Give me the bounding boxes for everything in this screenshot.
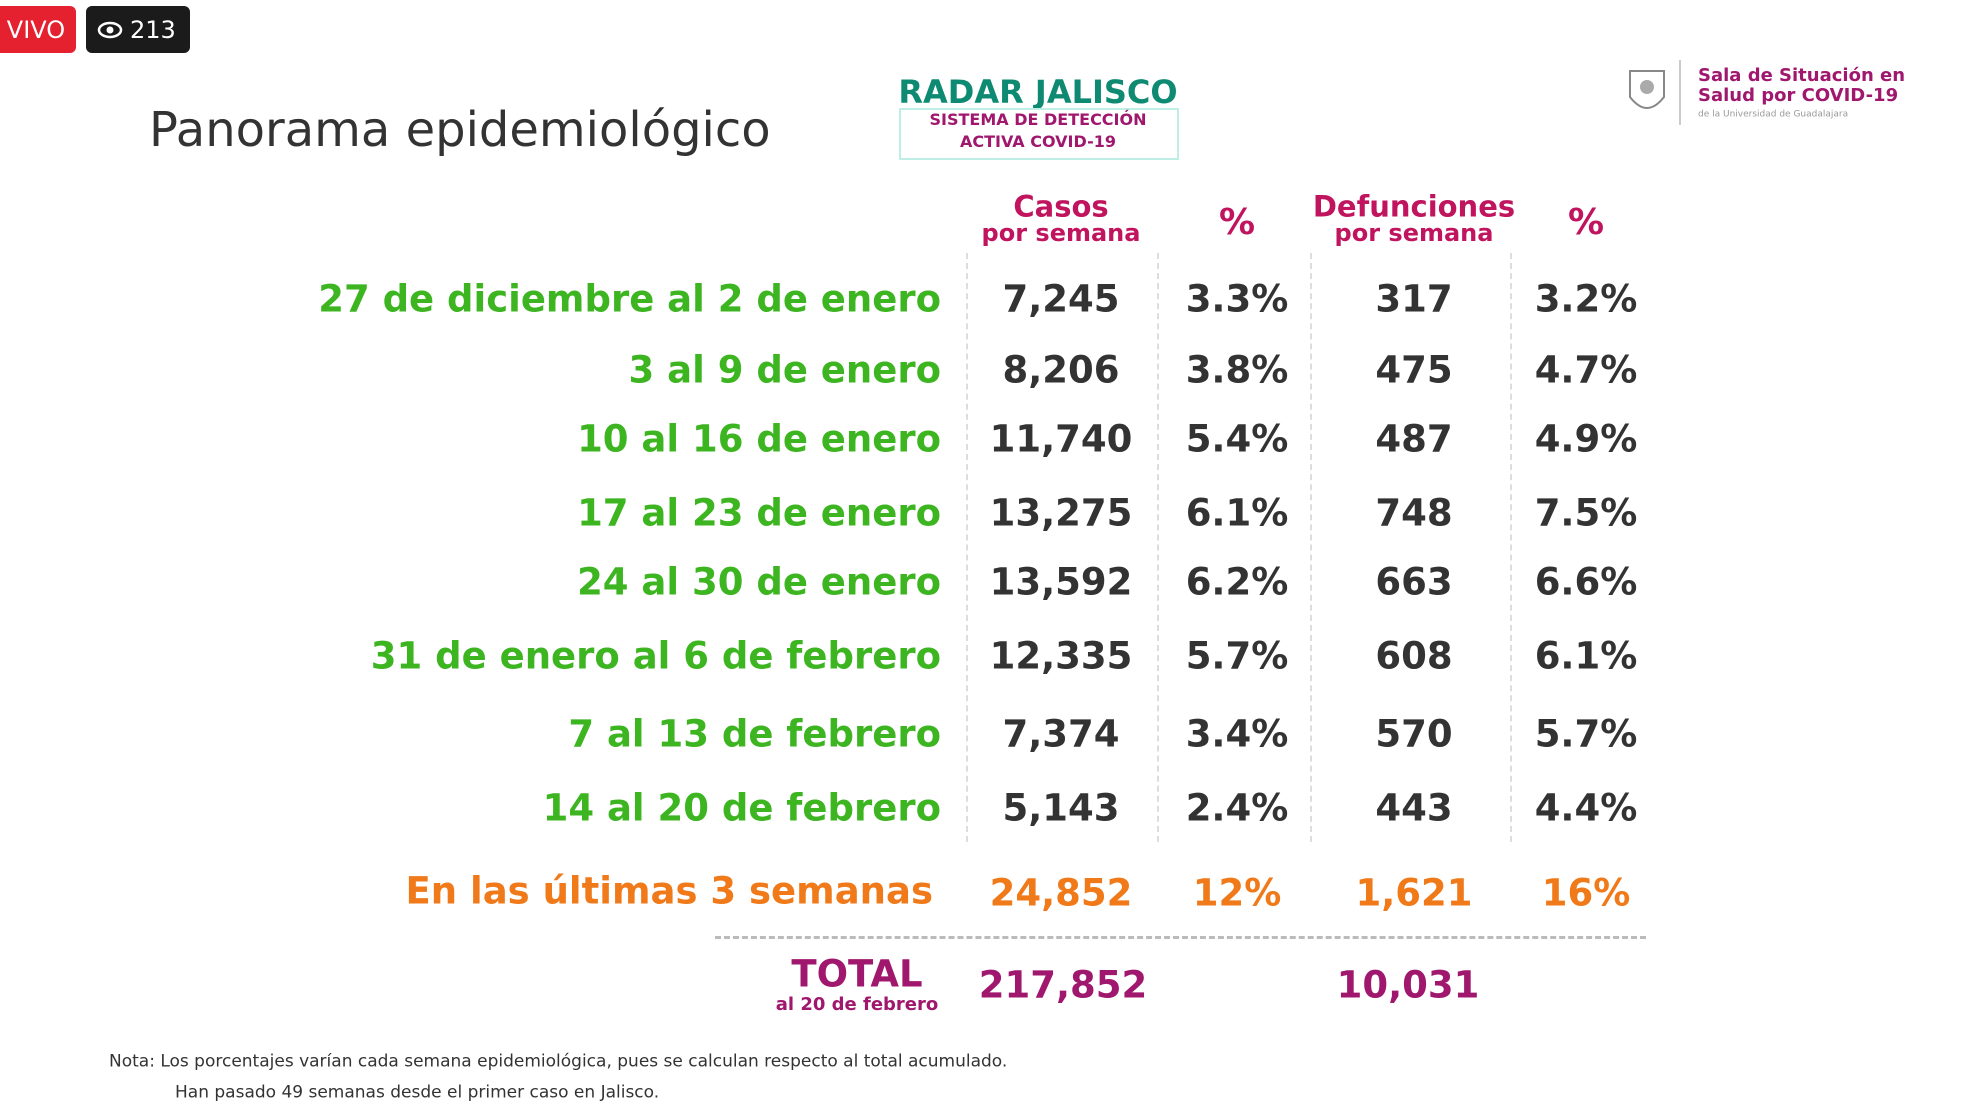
column-divider	[1310, 253, 1312, 842]
cell: 570	[1375, 712, 1453, 756]
cell: 4.4%	[1534, 786, 1638, 830]
cell: 663	[1375, 560, 1453, 604]
cell: 7,245	[1002, 277, 1120, 321]
partner-text: Salud por COVID-19	[1698, 85, 1899, 106]
live-label: VIVO	[6, 16, 66, 44]
total-label: TOTAL	[791, 952, 923, 996]
cell: 608	[1375, 634, 1453, 678]
cell: 5.4%	[1185, 417, 1289, 461]
logo-box	[899, 108, 1179, 160]
live-badge	[0, 6, 76, 53]
cell: 475	[1375, 348, 1453, 392]
partner-text: Sala de Situación en	[1698, 65, 1906, 86]
column-divider	[1510, 253, 1512, 842]
cell: 3.2%	[1534, 277, 1638, 321]
column-header: %	[1218, 202, 1256, 243]
partner-subtext: de la Universidad de Guadalajara	[1698, 109, 1849, 120]
note: Nota: Los porcentajes varían cada semana…	[109, 1051, 1008, 1072]
row-label: 17 al 23 de enero	[577, 491, 941, 535]
cell: 5.7%	[1185, 634, 1289, 678]
total-deaths: 10,031	[1336, 963, 1480, 1007]
total-cases: 217,852	[978, 963, 1148, 1007]
cell: 8,206	[1002, 348, 1120, 392]
cell: 6.6%	[1534, 560, 1638, 604]
cell: 11,740	[989, 417, 1133, 461]
column-header: por semana	[1334, 219, 1494, 247]
cell: 12,335	[989, 634, 1133, 678]
cell: 748	[1375, 491, 1453, 535]
summary-cell: 24,852	[989, 871, 1133, 915]
cell: 317	[1375, 277, 1453, 321]
row-label: 7 al 13 de febrero	[568, 712, 941, 756]
summary-cell: 12%	[1192, 871, 1282, 915]
viewers-badge[interactable]	[86, 6, 190, 53]
cell: 6.2%	[1185, 560, 1289, 604]
summary-divider	[715, 936, 1646, 939]
cell: 487	[1375, 417, 1453, 461]
crest-icon	[1629, 70, 1665, 109]
row-label: 31 de enero al 6 de febrero	[370, 634, 941, 678]
row-label: 14 al 20 de febrero	[542, 786, 941, 830]
cell: 4.7%	[1534, 348, 1638, 392]
cell: 3.8%	[1185, 348, 1289, 392]
cell: 3.3%	[1185, 277, 1289, 321]
logo-name: RADAR JALISCO	[898, 73, 1178, 111]
summary-label: En las últimas 3 semanas	[405, 869, 933, 913]
row-label: 27 de diciembre al 2 de enero	[318, 277, 941, 321]
cell: 5,143	[1002, 786, 1120, 830]
note: Han pasado 49 semanas desde el primer ca…	[175, 1082, 660, 1103]
viewer-count: 213	[130, 16, 176, 44]
logo-divider	[1679, 60, 1681, 125]
column-header: por semana	[981, 219, 1141, 247]
summary-cell: 1,621	[1355, 871, 1473, 915]
row-label: 3 al 9 de enero	[628, 348, 941, 392]
logo-subtitle: ACTIVA COVID-19	[960, 132, 1116, 151]
cell: 5.7%	[1534, 712, 1638, 756]
logo-subtitle: SISTEMA DE DETECCIÓN	[929, 110, 1147, 129]
column-divider	[966, 253, 968, 842]
column-header: Defunciones	[1312, 189, 1516, 224]
total-sublabel: al 20 de febrero	[775, 994, 939, 1015]
cell: 2.4%	[1185, 786, 1289, 830]
row-label: 24 al 30 de enero	[577, 560, 941, 604]
column-header: %	[1567, 202, 1605, 243]
summary-cell: 16%	[1541, 871, 1631, 915]
cell: 13,275	[989, 491, 1133, 535]
row-label: 10 al 16 de enero	[577, 417, 941, 461]
cell: 6.1%	[1534, 634, 1638, 678]
cell: 3.4%	[1185, 712, 1289, 756]
cell: 7,374	[1002, 712, 1120, 756]
cell: 4.9%	[1534, 417, 1638, 461]
cell: 7.5%	[1534, 491, 1638, 535]
cell: 443	[1375, 786, 1453, 830]
cell: 6.1%	[1185, 491, 1289, 535]
column-divider	[1157, 253, 1159, 842]
slide-title: Panorama epidemiológico	[149, 102, 771, 158]
eye-icon	[97, 21, 123, 39]
column-header: Casos	[1013, 189, 1109, 224]
cell: 13,592	[989, 560, 1133, 604]
